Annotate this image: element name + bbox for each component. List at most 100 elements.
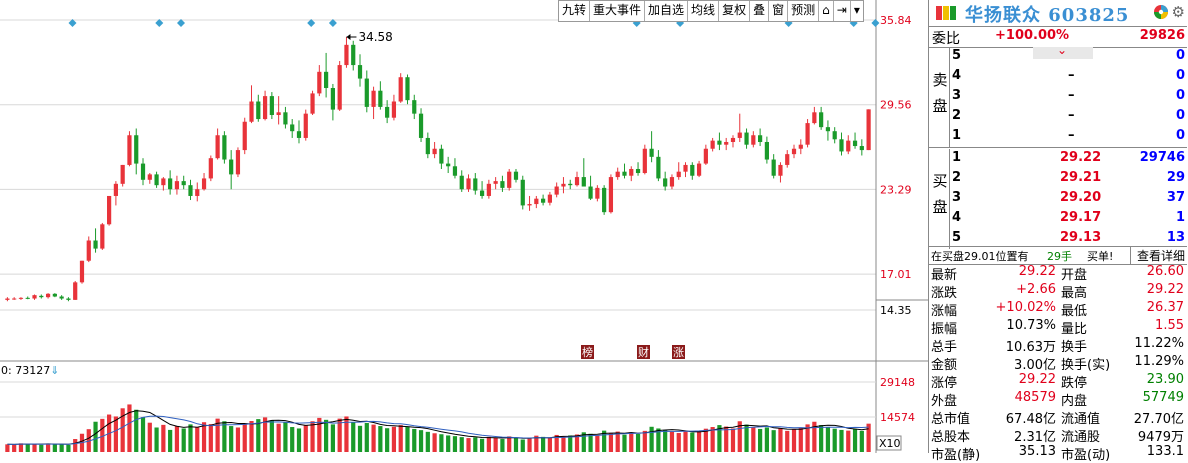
candle-body <box>344 44 349 66</box>
buy-volume: 13 <box>1166 230 1185 245</box>
volume-bar <box>344 416 349 452</box>
stat-label: 振幅 <box>931 322 958 337</box>
stat-value: 1.55 <box>1155 318 1184 333</box>
add-watchlist-button[interactable]: 加自选 <box>645 1 689 21</box>
candle-body <box>215 135 220 159</box>
jiuzhuan-button[interactable]: 九转 <box>559 1 591 21</box>
volume-bar <box>839 429 844 452</box>
volume-ma10-line <box>7 415 869 445</box>
volume-bar <box>59 444 64 452</box>
stat-label: 总股本 <box>931 430 971 445</box>
kline-chart-area[interactable]: 35.84 29.56 23.29 17.01 14.35 29148 14574 X10 34… <box>0 0 928 453</box>
buy-level-row[interactable]: 2 29.21 29 <box>949 169 1188 189</box>
view-detail-link[interactable]: 查看详细 <box>1129 247 1185 264</box>
candle-body <box>486 183 491 196</box>
quote-panel: 华扬联众 603825 ⚙ 委比 +100.00% 29826 卖 盘 5 0 4–… <box>928 0 1188 463</box>
volume-bar <box>262 417 268 452</box>
volume-bar <box>276 423 281 452</box>
stat-value: 29.22 <box>1146 282 1184 297</box>
home-icon[interactable]: ⌂ <box>819 1 834 21</box>
stat-label: 市盈(静) <box>931 448 981 463</box>
volume-tick-label: 29148 <box>880 376 915 389</box>
candle-body <box>66 298 71 300</box>
color-wheel-icon[interactable] <box>1153 4 1169 20</box>
volume-bar <box>418 430 424 452</box>
candle-body <box>107 195 112 225</box>
candle-body <box>751 135 756 145</box>
candle-body <box>846 140 851 152</box>
buy-level-row[interactable]: 1 29.22 29746 <box>949 149 1188 169</box>
volume-bar <box>791 429 797 452</box>
volume-bar <box>235 427 241 452</box>
candle-body <box>310 93 315 114</box>
volume-bar <box>493 437 498 452</box>
volume-bar <box>39 444 44 452</box>
volume-bar <box>819 425 824 452</box>
volume-bar <box>676 433 681 452</box>
collapse-handle[interactable]: ⌄ <box>1033 43 1093 59</box>
sell-price: – <box>1068 108 1075 123</box>
candle-body <box>79 260 85 283</box>
stat-label: 最高 <box>1061 286 1088 301</box>
buy-price: 29.20 <box>1060 190 1102 205</box>
candle-body <box>866 109 871 151</box>
volume-bar <box>5 444 10 452</box>
title-icons: ⚙ <box>1153 4 1185 20</box>
price-tick-label: 29.56 <box>880 99 912 112</box>
volume-bar <box>52 444 57 452</box>
volume-bar <box>696 430 702 452</box>
candle-body <box>541 198 546 203</box>
volume-bar <box>852 428 858 452</box>
stat-value: +2.66 <box>1016 282 1056 297</box>
window-button[interactable]: 窗 <box>769 1 789 21</box>
candle-body <box>425 137 430 155</box>
volume-bar <box>66 444 71 452</box>
adjust-price-button[interactable]: 复权 <box>719 1 751 21</box>
dropdown-icon[interactable]: ▾ <box>853 3 860 17</box>
sell-level-row[interactable]: 2 – 0 <box>949 107 1188 127</box>
candle-body <box>73 282 78 300</box>
volume-bar <box>744 424 749 452</box>
volume-bar <box>73 439 78 452</box>
volume-bar <box>764 427 769 452</box>
sell-level-row[interactable]: 4 – 0 <box>949 67 1188 87</box>
candle-body <box>479 190 485 196</box>
sell-level: 3 <box>952 88 962 103</box>
sell-volume: 0 <box>1175 48 1185 63</box>
volume-bar <box>520 439 525 452</box>
major-events-button[interactable]: 重大事件 <box>590 1 646 21</box>
candle-body <box>174 181 180 190</box>
price-tick-label: 17.01 <box>880 268 912 281</box>
overlay-button[interactable]: 叠 <box>750 1 770 21</box>
kline-chart[interactable]: 35.84 29.56 23.29 17.01 14.35 29148 14574 X10 34… <box>0 0 928 453</box>
sell-level-row[interactable]: 3 – 0 <box>949 87 1188 107</box>
stat-row: 涨跌 +2.66 最高 29.22 <box>929 282 1187 301</box>
peak-arrow-icon <box>346 34 351 41</box>
price-tick-label: 35.84 <box>880 14 912 27</box>
exit-icon[interactable]: ⇥ <box>834 1 851 21</box>
weibi-label: 委比 <box>932 31 960 47</box>
buy-level-row[interactable]: 5 29.13 13 <box>949 229 1188 249</box>
candle-body <box>371 90 376 107</box>
volume-bar <box>588 433 593 452</box>
volume-bar <box>12 444 17 452</box>
forecast-button[interactable]: 预测 <box>788 1 820 21</box>
volume-bar <box>256 419 261 452</box>
volume-bar <box>113 416 118 452</box>
sell-level-row[interactable]: 1 – 0 <box>949 127 1188 147</box>
order-alert-line[interactable]: 在买盘29.01位置有 29手 买单! 查看详细 <box>929 246 1187 265</box>
volume-bar <box>690 432 695 452</box>
candle-body <box>324 71 329 89</box>
collapse-chevron-icon[interactable]: ⌄ <box>1057 43 1068 57</box>
volume-bar <box>710 427 715 452</box>
stat-value: 57749 <box>1142 390 1184 405</box>
buy-level-row[interactable]: 4 29.17 1 <box>949 209 1188 229</box>
candle-body <box>283 112 288 125</box>
candle-body <box>629 168 634 176</box>
settings-gear-icon[interactable]: ⚙ <box>1171 3 1185 21</box>
candle-body <box>161 178 166 186</box>
moving-average-button[interactable]: 均线 <box>688 1 720 21</box>
buy-level-row[interactable]: 3 29.20 37 <box>949 189 1188 209</box>
candle-body <box>764 141 769 160</box>
